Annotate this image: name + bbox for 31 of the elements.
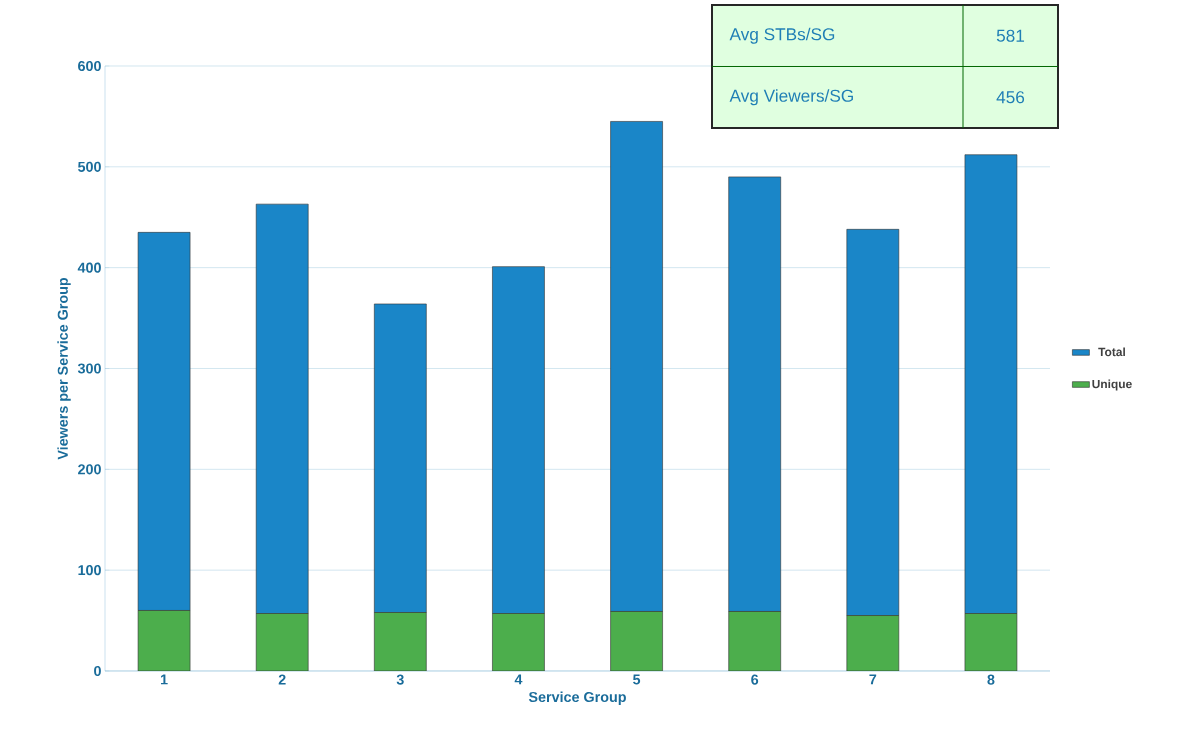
y-tick-label: 0 [94, 665, 101, 677]
annotation: 456 [996, 91, 1025, 104]
bar [492, 613, 545, 671]
y-tick-label: 600 [78, 60, 101, 72]
bar [610, 611, 663, 671]
x-tick-label: 8 [987, 674, 995, 685]
bar [728, 611, 781, 671]
bar [374, 612, 427, 671]
bar [255, 613, 309, 671]
x-tick-label: 3 [396, 674, 404, 685]
y-tick-label: 500 [77, 161, 101, 172]
text: 581 [996, 29, 1025, 42]
y-tick-label: 200 [78, 464, 101, 475]
annotation: Avg Viewers/SG [729, 89, 853, 106]
bar [846, 615, 900, 671]
text: Avg STBs/SG [729, 27, 835, 44]
x-tick-label: 1 [160, 674, 168, 685]
x-tick-label: 2 [278, 674, 286, 685]
x-axis-title: Service Group [528, 691, 626, 705]
bar [137, 610, 191, 671]
y-axis-title: Viewers per Service Group [57, 277, 71, 460]
y-tick-label: 300 [77, 363, 101, 374]
bar [964, 613, 1018, 671]
y-tick-label: 100 [78, 565, 101, 576]
x-tick-label: 4 [514, 674, 523, 685]
legend-label: Unique [1092, 379, 1132, 391]
y-tick-label: 400 [77, 262, 101, 273]
x-tick-label: 7 [869, 674, 877, 685]
x-tick-label: 6 [751, 674, 759, 685]
legend-label: Total [1098, 347, 1125, 357]
x-tick-label: 5 [633, 674, 641, 685]
